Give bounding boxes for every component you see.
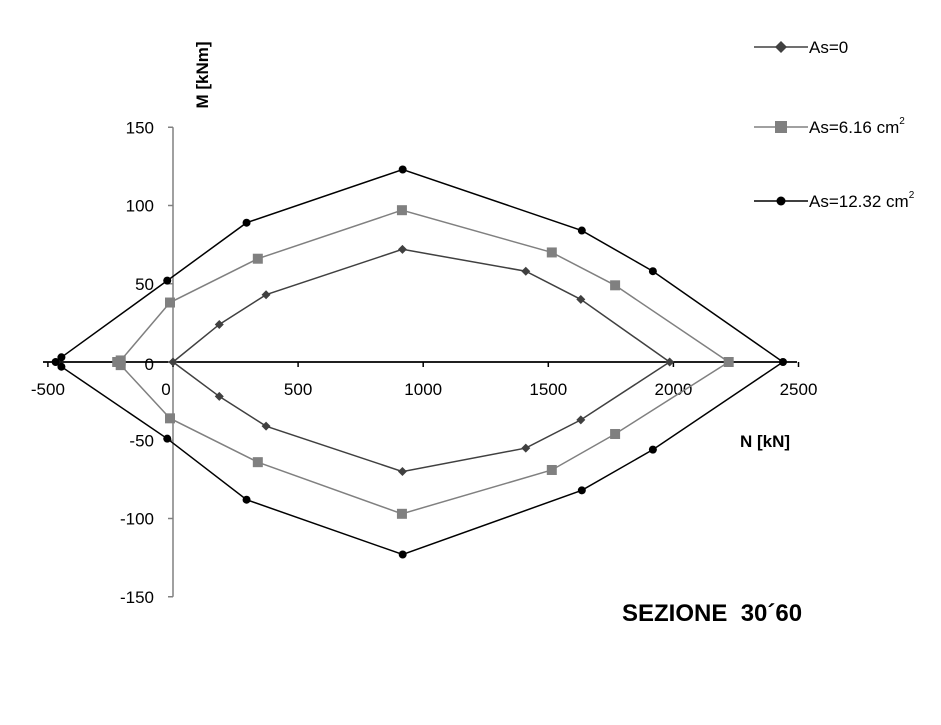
y-tick-label: 50 bbox=[135, 275, 154, 294]
y-ticks: 150 100 50 0 -50 -100 -150 bbox=[120, 118, 173, 607]
x-axis-title: N [kN] bbox=[740, 432, 790, 451]
data-point bbox=[214, 319, 224, 329]
data-point bbox=[242, 218, 251, 227]
y-tick-label: -100 bbox=[120, 510, 154, 529]
data-point bbox=[610, 280, 621, 291]
axes bbox=[43, 127, 797, 597]
data-point bbox=[775, 121, 787, 133]
legend-label: As=6.16 cm2 bbox=[809, 116, 905, 137]
data-point bbox=[577, 226, 586, 235]
x-tick-label: 0 bbox=[161, 380, 170, 399]
data-point bbox=[546, 247, 557, 258]
legend-label-text: As=12.32 cm bbox=[809, 192, 909, 211]
legend-label-text: As=0 bbox=[809, 38, 848, 57]
data-point bbox=[57, 353, 66, 362]
data-point bbox=[648, 445, 657, 454]
legend-label: As=12.32 cm2 bbox=[809, 190, 915, 211]
data-point bbox=[521, 266, 531, 276]
data-point bbox=[665, 357, 675, 367]
data-point bbox=[521, 443, 531, 453]
data-point bbox=[168, 357, 178, 367]
legend-label-sup: 2 bbox=[899, 116, 905, 127]
legend-entry: As=12.32 cm2 bbox=[754, 190, 915, 211]
data-point bbox=[610, 428, 621, 439]
y-tick-label: -50 bbox=[129, 431, 154, 450]
x-tick-label: 2000 bbox=[654, 380, 692, 399]
data-point bbox=[214, 391, 224, 401]
y-tick-label: -150 bbox=[120, 588, 154, 607]
data-point bbox=[648, 267, 657, 276]
series-3 bbox=[51, 165, 787, 559]
data-point bbox=[115, 360, 126, 371]
legend-entry: As=6.16 cm2 bbox=[754, 116, 905, 137]
x-tick-label: -500 bbox=[31, 380, 65, 399]
section-annotation: SEZIONE 30´60 bbox=[622, 600, 802, 627]
x-tick-label: 2500 bbox=[780, 380, 818, 399]
legend-label-sup: 2 bbox=[909, 190, 915, 201]
data-point bbox=[576, 294, 586, 304]
legend-label: As=0 bbox=[809, 38, 848, 57]
y-tick-label: 0 bbox=[145, 355, 154, 374]
data-point bbox=[57, 362, 66, 371]
y-tick-label: 150 bbox=[126, 118, 154, 137]
data-point bbox=[397, 467, 407, 477]
data-point bbox=[252, 457, 263, 468]
data-point bbox=[778, 358, 787, 366]
data-point bbox=[397, 244, 407, 254]
data-point bbox=[576, 415, 586, 425]
data-point bbox=[396, 205, 407, 216]
y-tick-label: 100 bbox=[126, 197, 154, 216]
series-1 bbox=[168, 244, 675, 477]
data-point bbox=[163, 434, 172, 443]
x-tick-label: 500 bbox=[284, 380, 312, 399]
data-point bbox=[163, 276, 172, 285]
data-point bbox=[398, 550, 407, 559]
data-point bbox=[775, 41, 787, 53]
data-point bbox=[164, 297, 175, 308]
data-point bbox=[261, 421, 271, 431]
data-point bbox=[723, 357, 734, 367]
x-tick-label: 1500 bbox=[529, 380, 567, 399]
data-point bbox=[546, 464, 557, 475]
data-point bbox=[776, 196, 786, 206]
series-2 bbox=[112, 205, 734, 519]
series-layer bbox=[51, 165, 787, 559]
data-point bbox=[242, 495, 251, 504]
series-line bbox=[172, 248, 671, 473]
data-point bbox=[398, 165, 407, 174]
legend-label-text: As=6.16 cm bbox=[809, 118, 899, 137]
legend-entry: As=0 bbox=[754, 38, 848, 57]
y-axis-title: M [kNm] bbox=[193, 41, 212, 108]
data-point bbox=[261, 290, 271, 300]
data-point bbox=[252, 253, 263, 264]
data-point bbox=[396, 508, 407, 519]
data-point bbox=[577, 486, 586, 495]
data-point bbox=[51, 358, 60, 366]
data-point bbox=[164, 413, 175, 424]
x-tick-label: 1000 bbox=[404, 380, 442, 399]
